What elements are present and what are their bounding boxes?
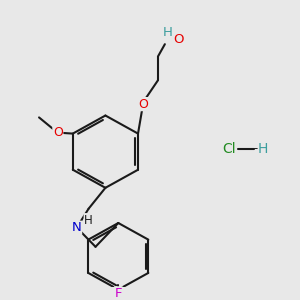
- Text: O: O: [53, 126, 63, 139]
- Text: Cl: Cl: [222, 142, 236, 156]
- Text: H: H: [84, 214, 93, 226]
- Text: F: F: [115, 287, 122, 300]
- Text: —: —: [244, 142, 258, 155]
- Text: H: H: [163, 26, 173, 39]
- Text: N: N: [72, 221, 82, 234]
- Text: O: O: [173, 33, 184, 46]
- Text: O: O: [138, 98, 148, 111]
- Text: H: H: [258, 142, 268, 156]
